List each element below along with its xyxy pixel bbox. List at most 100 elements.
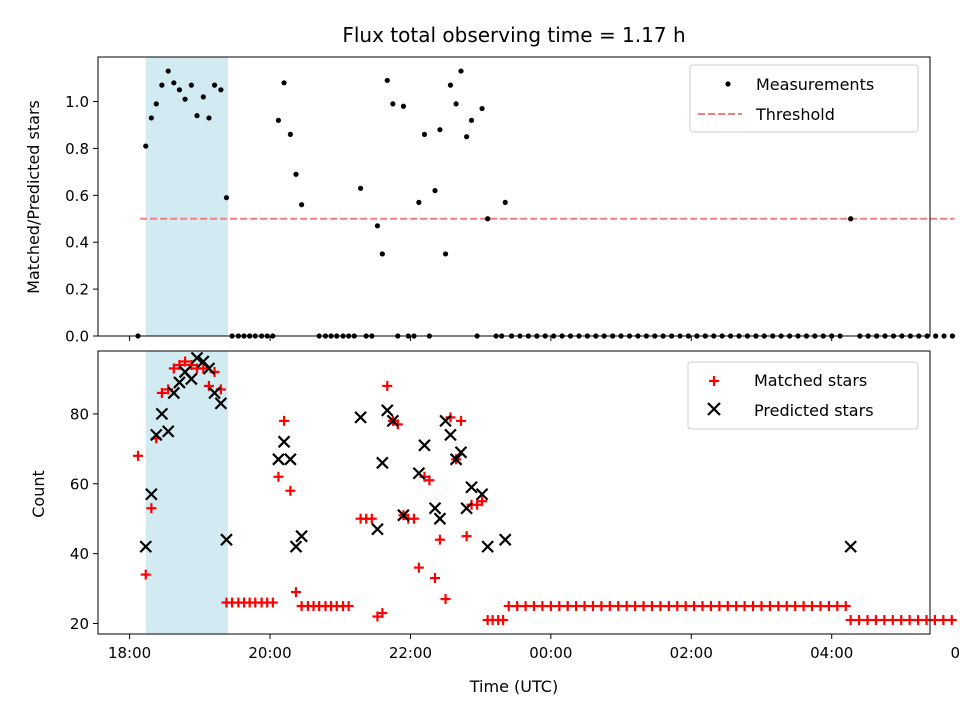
x-tick-label: 18:00 (108, 644, 151, 662)
matched-star-marker (267, 597, 278, 608)
matched-star-marker (938, 615, 949, 626)
top-panel: 0.0 0.2 0.4 0.6 0.8 1.0 (65, 56, 956, 346)
matched-star-marker (498, 615, 509, 626)
predicted-star-marker (220, 533, 233, 546)
matched-star-marker (722, 601, 733, 612)
measurement-point (416, 199, 422, 205)
matched-star-marker (714, 601, 725, 612)
predicted-marker-b (149, 428, 163, 442)
measurement-point (153, 101, 159, 107)
predicted-marker-b (475, 487, 489, 501)
top-axes-frame (97, 56, 931, 337)
matched-star-marker (854, 615, 865, 626)
top-y-axis-label: Matched/Predicted stars (24, 100, 43, 294)
predicted-star-marker (208, 386, 221, 400)
measurement-point (374, 223, 381, 229)
measurement-point (223, 195, 230, 201)
measurement-point (485, 216, 491, 222)
matched-star-marker (756, 601, 767, 612)
matched-star-marker (186, 359, 197, 370)
matched-star-marker (279, 415, 290, 426)
top-legend: Measurements Threshold (689, 64, 919, 133)
top-y-tick-label: 0.2 (65, 281, 89, 299)
top-shaded-span (145, 57, 228, 336)
matched-star-marker (823, 601, 834, 612)
measurement-point (502, 199, 508, 205)
matched-star-marker (174, 359, 185, 370)
matched-star-marker (870, 615, 881, 626)
x-tick-label: 06:00 (951, 644, 960, 662)
predicted-marker-b (277, 435, 291, 449)
predicted-marker-b (439, 414, 452, 428)
top-y-tick-label: 0.6 (65, 187, 89, 205)
measurement-point (400, 103, 407, 109)
predicted-marker-b (145, 487, 158, 501)
measurement-point (949, 333, 956, 339)
legend-measurements-label: Measurements (756, 75, 874, 94)
matched-star-marker (554, 601, 565, 612)
matched-star-marker (613, 601, 624, 612)
x-tick-label: 22:00 (389, 644, 432, 662)
matched-star-marker (781, 601, 792, 612)
measurement-point (287, 131, 293, 137)
measurement-point (293, 171, 299, 177)
predicted-star-marker (465, 480, 478, 494)
measurement-point (379, 251, 385, 257)
measurement-point (458, 68, 464, 74)
matched-star-marker (646, 601, 657, 612)
matched-star-marker (697, 601, 708, 612)
matched-star-marker (156, 387, 167, 398)
matched-star-marker (655, 601, 666, 612)
measurement-point (432, 188, 438, 194)
predicted-marker-b (167, 386, 181, 400)
predicted-star-marker (190, 351, 204, 365)
matched-star-marker (946, 615, 957, 626)
predicted-star-marker (454, 446, 468, 459)
predicted-star-marker (412, 467, 426, 480)
matched-star-marker (537, 601, 548, 612)
measurement-point (390, 101, 396, 107)
legend-threshold-label: Threshold (755, 105, 835, 124)
matched-star-marker (477, 496, 488, 507)
predicted-star-marker (277, 435, 291, 449)
predicted-marker-b (397, 508, 410, 522)
predicted-star-marker (397, 508, 410, 522)
predicted-star-marker (418, 439, 431, 452)
matched-star-marker (587, 601, 598, 612)
predicted-marker-b (139, 540, 153, 553)
measurement-point (299, 202, 305, 208)
predicted-marker-b (354, 411, 367, 424)
predicted-marker-b (498, 533, 512, 546)
matched-star-marker (845, 615, 856, 626)
measurement-point (479, 105, 485, 112)
legend-matched-label: Matched stars (754, 371, 867, 390)
matched-star-marker (705, 601, 716, 612)
matched-star-marker (168, 363, 179, 374)
predicted-star-marker (289, 540, 303, 553)
matched-star-marker (503, 601, 514, 612)
predicted-marker-b (178, 365, 192, 379)
matched-star-marker (621, 601, 632, 612)
predicted-marker-b (272, 453, 285, 466)
bottom-y-tick-label: 20 (70, 615, 89, 633)
predicted-star-marker (173, 376, 186, 389)
matched-star-marker (290, 587, 301, 598)
predicted-star-marker (139, 540, 153, 553)
legend-matched-marker (709, 376, 719, 386)
predicted-marker-b (844, 540, 857, 553)
matched-star-marker (146, 503, 157, 514)
matched-star-marker (285, 485, 296, 496)
matched-star-marker (545, 601, 556, 612)
predicted-star-marker (444, 428, 457, 442)
top-y-tick-label: 0.0 (65, 328, 89, 346)
matched-star-marker (461, 531, 472, 542)
matched-star-marker (529, 601, 540, 612)
bottom-axes-frame (97, 350, 931, 635)
predicted-star-marker (214, 397, 228, 410)
predicted-star-marker (354, 411, 367, 424)
legend-measurements-marker (725, 81, 731, 87)
top-y-tick-label: 1.0 (65, 93, 89, 111)
x-tick-label: 02:00 (670, 644, 713, 662)
measurement-point (211, 82, 218, 88)
predicted-marker-b (161, 425, 175, 438)
